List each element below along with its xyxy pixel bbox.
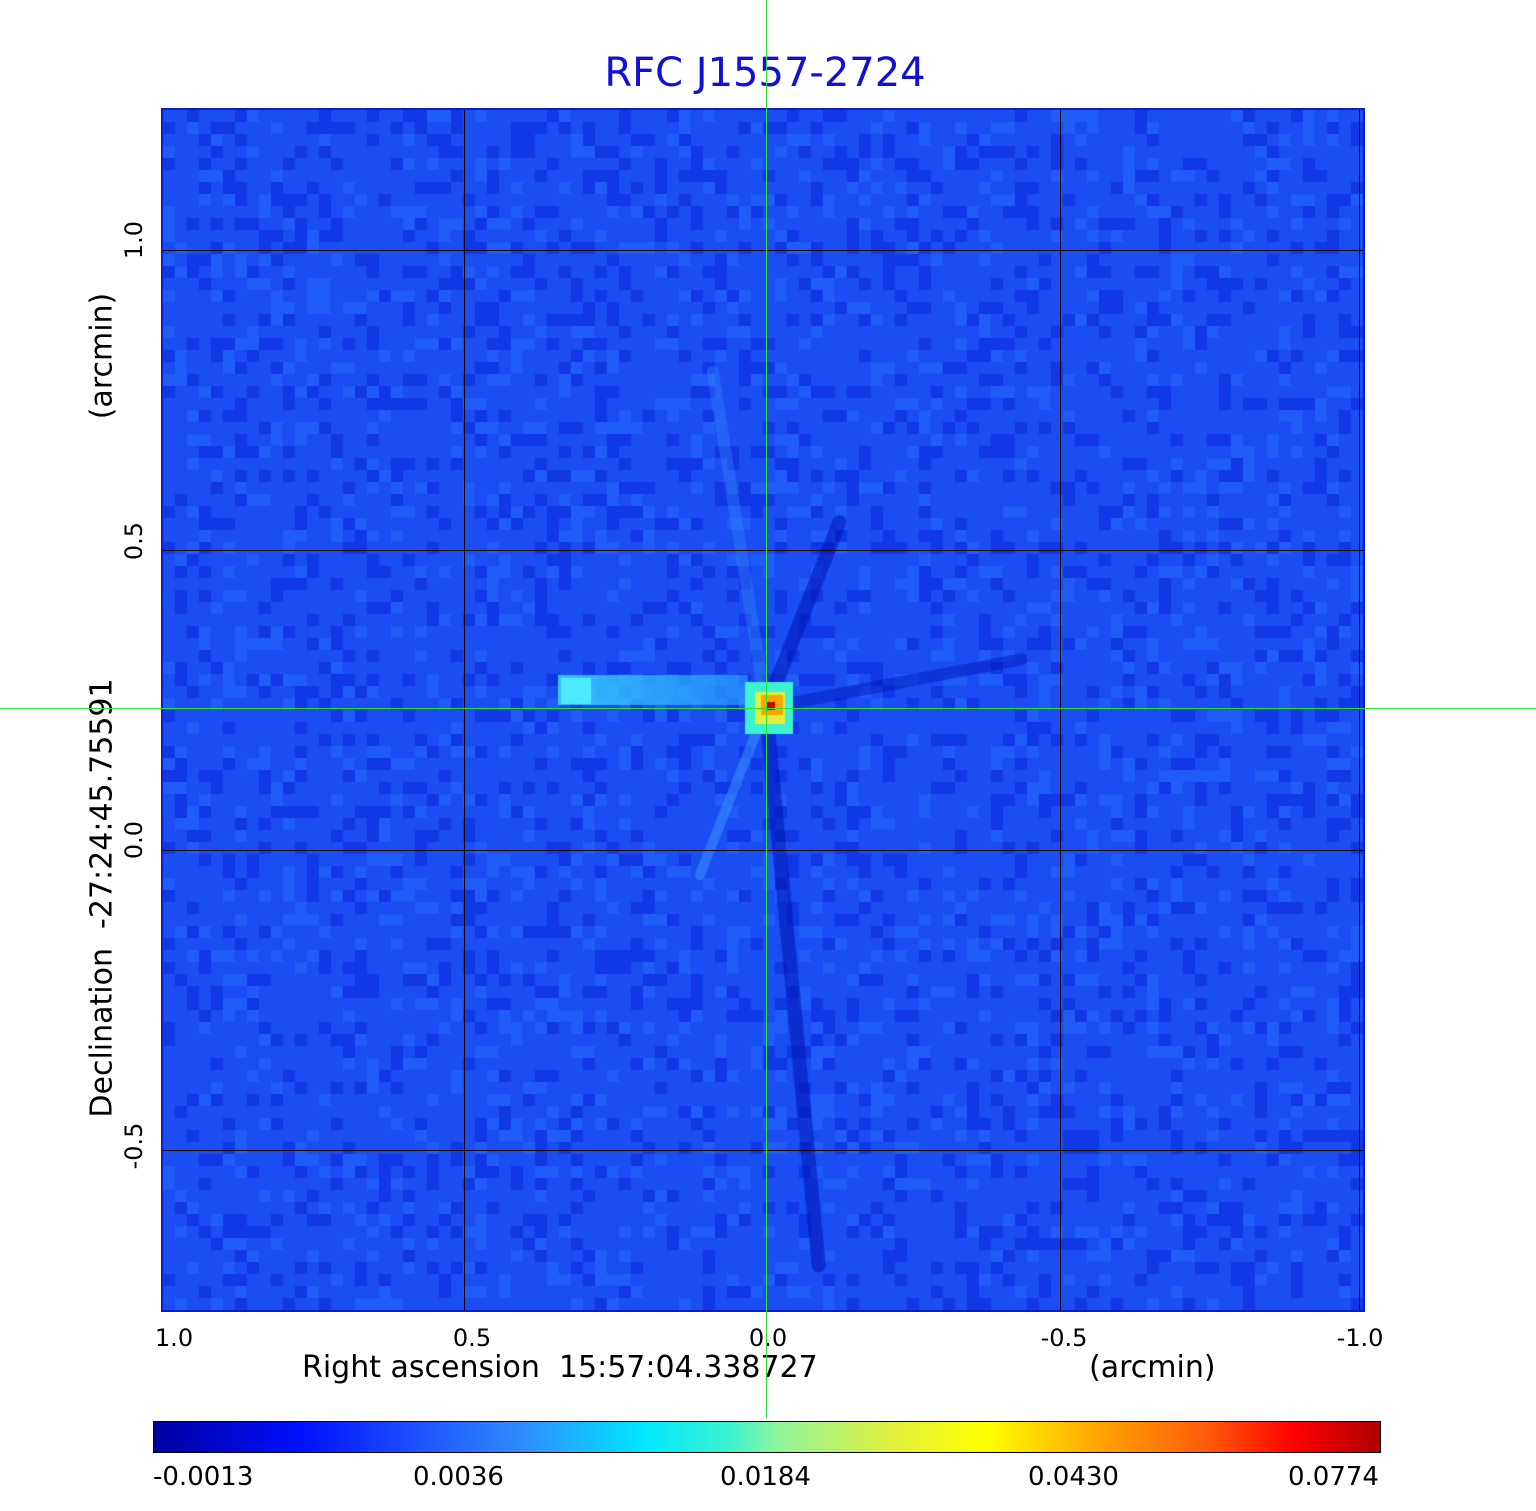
x-axis-label: Right ascension 15:57:04.338727	[302, 1350, 818, 1385]
x-tick-label: -0.5	[1040, 1324, 1088, 1352]
y-axis-unit: (arcmin)	[84, 292, 120, 420]
x-tick-label: 0.5	[452, 1324, 492, 1352]
colorbar	[153, 1421, 1381, 1453]
x-tick-label: 0.0	[748, 1324, 788, 1352]
y-tick-label: 0.0	[120, 820, 148, 860]
grid-line-y-0.0	[163, 850, 1363, 851]
grid-line-y-1.0	[163, 250, 1363, 251]
x-axis-unit: (arcmin)	[1089, 1350, 1216, 1385]
radio-map-image	[163, 110, 1363, 1310]
grid-line-y-minus-0.5	[163, 1150, 1363, 1151]
image-title: RFC J1557-2724	[604, 50, 926, 96]
grid-line-y-0.5	[163, 550, 1363, 551]
y-tick-label: -0.5	[120, 1122, 148, 1170]
grid-line-x-0.5	[464, 110, 465, 1310]
y-tick-label: 0.5	[120, 521, 148, 561]
x-tick-label: -1.0	[1336, 1324, 1384, 1352]
y-axis-label: Declination -27:24:45.75591	[84, 678, 120, 1118]
colorbar-tick-label: 0.0036	[413, 1462, 504, 1492]
crosshair-horizontal	[0, 708, 1536, 709]
colorbar-tick-label: 0.0184	[720, 1462, 811, 1492]
colorbar-tick-label: -0.0013	[153, 1462, 254, 1492]
grid-line-x-minus-1.0	[1359, 110, 1360, 1310]
grid-line-x-minus-0.5	[1060, 110, 1061, 1310]
colorbar-tick-label: 0.0774	[1288, 1462, 1379, 1492]
crosshair-vertical	[766, 0, 767, 1418]
colorbar-tick-label: 0.0430	[1028, 1462, 1119, 1492]
radio-image-frame	[161, 108, 1365, 1312]
x-tick-label: 1.0	[154, 1324, 194, 1352]
y-tick-label: 1.0	[120, 220, 148, 260]
